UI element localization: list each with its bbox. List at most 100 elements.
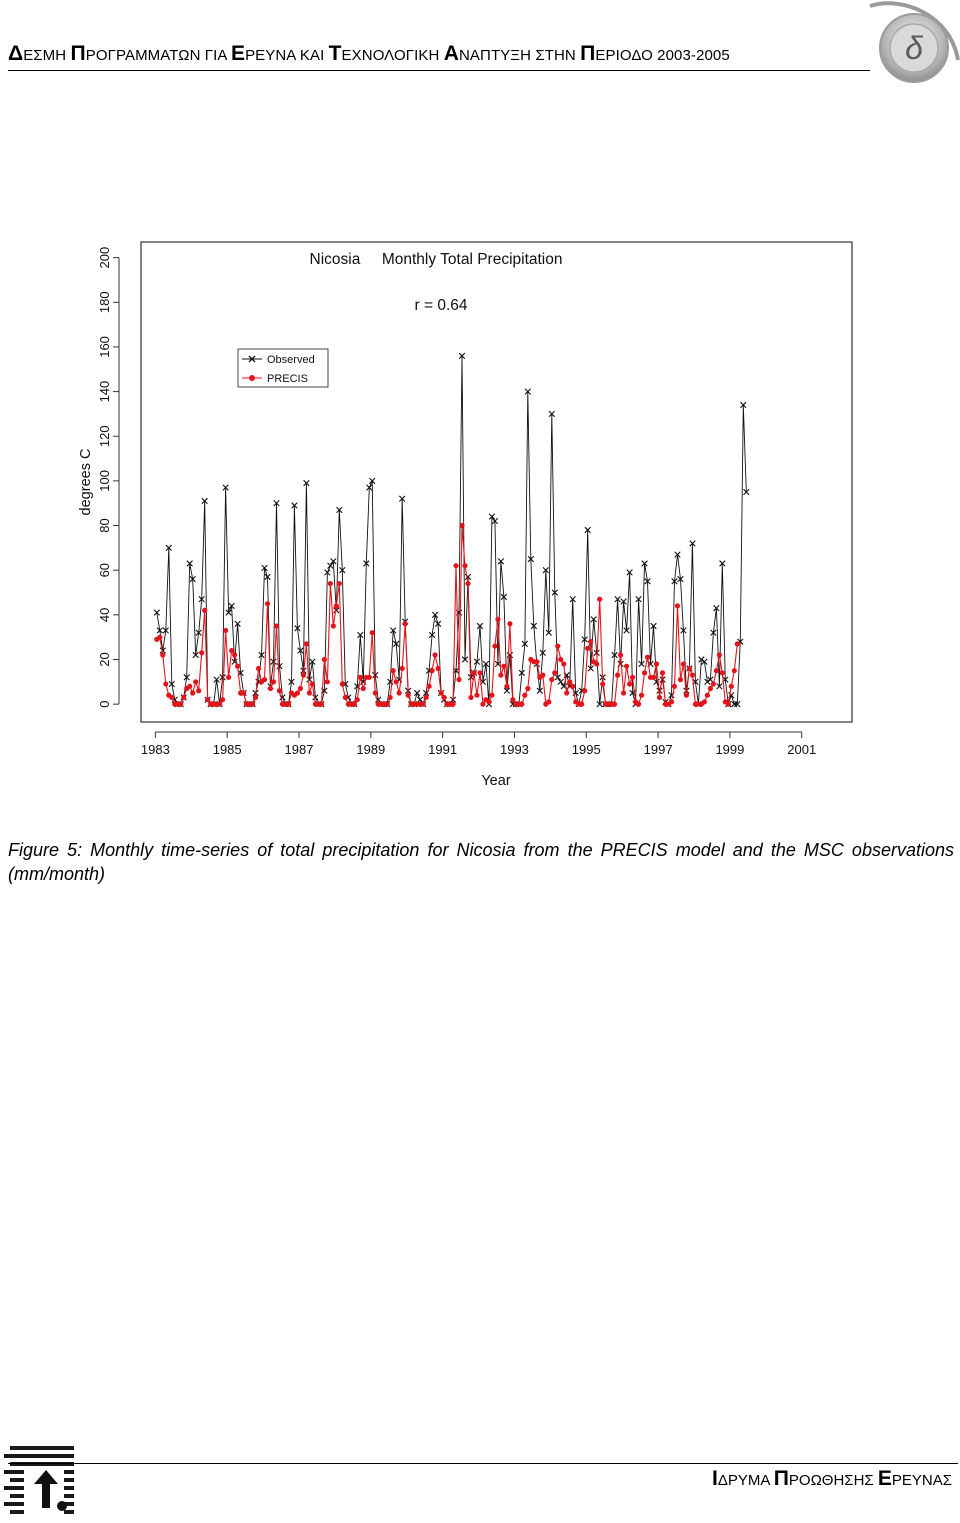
chart-title: Nicosia Monthly Total Precipitation [310, 251, 563, 268]
observed-point [390, 627, 397, 634]
x-tick-label: 1993 [500, 742, 529, 757]
x-tick-label: 1989 [356, 742, 385, 757]
precis-point [644, 654, 651, 660]
observed-point [461, 656, 469, 663]
precis-point [477, 670, 483, 676]
precis-point [261, 676, 268, 683]
header-word-4: ΤΕΧΝΟΛΟΓΙΚΗ [328, 42, 444, 65]
precis-point [357, 674, 363, 680]
precis-point [620, 690, 627, 696]
precis-point [600, 681, 606, 687]
precis-point [701, 699, 707, 705]
precis-point [635, 701, 642, 707]
y-tick-label: 0 [97, 701, 112, 708]
precis-point [202, 607, 208, 613]
footer-word-2: ΠΡΟΩΘΗΣΗΣ [773, 1467, 878, 1490]
precis-point [429, 668, 435, 674]
precis-point [369, 630, 375, 636]
observed-point [198, 596, 205, 603]
y-tick-label: 180 [97, 291, 112, 313]
precis-point [252, 694, 259, 701]
x-tick-label: 1991 [428, 742, 457, 757]
precis-point [432, 652, 438, 658]
observed-point [734, 700, 741, 708]
observed-point [545, 629, 552, 636]
precis-point [169, 694, 175, 701]
precis-point [567, 679, 573, 685]
observed-point [333, 607, 340, 614]
precis-point [549, 676, 555, 683]
observed-point [324, 569, 331, 576]
precis-point [426, 683, 432, 689]
precis-point [474, 692, 480, 698]
precis-point [333, 603, 339, 609]
observed-point [701, 658, 708, 665]
y-tick-label: 80 [97, 518, 112, 532]
precis-point [157, 634, 163, 640]
precis-point [318, 701, 324, 707]
observed-point [707, 676, 714, 683]
precis-point [582, 688, 588, 694]
y-tick-label: 200 [97, 247, 112, 269]
observed-point [392, 640, 400, 648]
observed-point [369, 477, 376, 485]
precis-point [231, 652, 238, 658]
precis-point [552, 670, 558, 676]
precis-point [390, 668, 396, 674]
precis-point [387, 694, 393, 701]
observed-point [542, 566, 549, 574]
observed-point [273, 500, 280, 507]
observed-point [336, 506, 343, 514]
observed-point [222, 484, 229, 491]
precis-point [160, 652, 166, 658]
precis-point [546, 699, 552, 705]
observed-point [195, 629, 202, 636]
precis-point [492, 643, 498, 649]
footer-word-3: ΕΡΕΥΝΑΣ [877, 1467, 952, 1490]
observed-point [584, 526, 591, 534]
observed-point [719, 560, 726, 567]
precis-point [597, 596, 603, 602]
programme-logo-icon: δ [869, 1, 960, 83]
observed-point [569, 596, 576, 603]
precis-point [725, 701, 731, 707]
precis-point [205, 697, 211, 703]
precis-point [405, 692, 411, 698]
precis-point [273, 623, 280, 629]
precis-point [641, 670, 648, 676]
observed-point [309, 658, 316, 665]
observed-point [581, 636, 588, 643]
precis-point [507, 621, 513, 627]
precis-point [285, 701, 292, 707]
observed-point [162, 627, 169, 634]
observed-point [473, 658, 481, 665]
observed-point [183, 674, 190, 681]
precis-point [579, 701, 585, 707]
precis-point [393, 679, 399, 685]
precis-point [354, 697, 360, 703]
precis-point [306, 690, 313, 696]
precis-point [588, 639, 594, 645]
precis-point [540, 672, 546, 678]
observed-point [551, 589, 558, 596]
precis-point [396, 690, 402, 696]
observed-point [270, 658, 277, 665]
precis-point [504, 683, 510, 689]
observed-point [596, 700, 603, 708]
precis-point [163, 681, 169, 687]
observed-point [312, 694, 319, 701]
observed-point [261, 564, 268, 572]
observed-point [156, 627, 163, 634]
precis-point [240, 690, 247, 696]
precis-point [220, 697, 226, 703]
precis-point [734, 641, 740, 647]
precis-point [372, 690, 378, 696]
precis-point [489, 692, 495, 698]
y-tick-label: 60 [97, 563, 112, 577]
observed-point [165, 544, 172, 552]
precis-point [178, 701, 184, 707]
observed-point [620, 598, 627, 605]
precis-point [519, 701, 525, 707]
observed-point [416, 696, 424, 703]
observed-point [431, 611, 439, 619]
